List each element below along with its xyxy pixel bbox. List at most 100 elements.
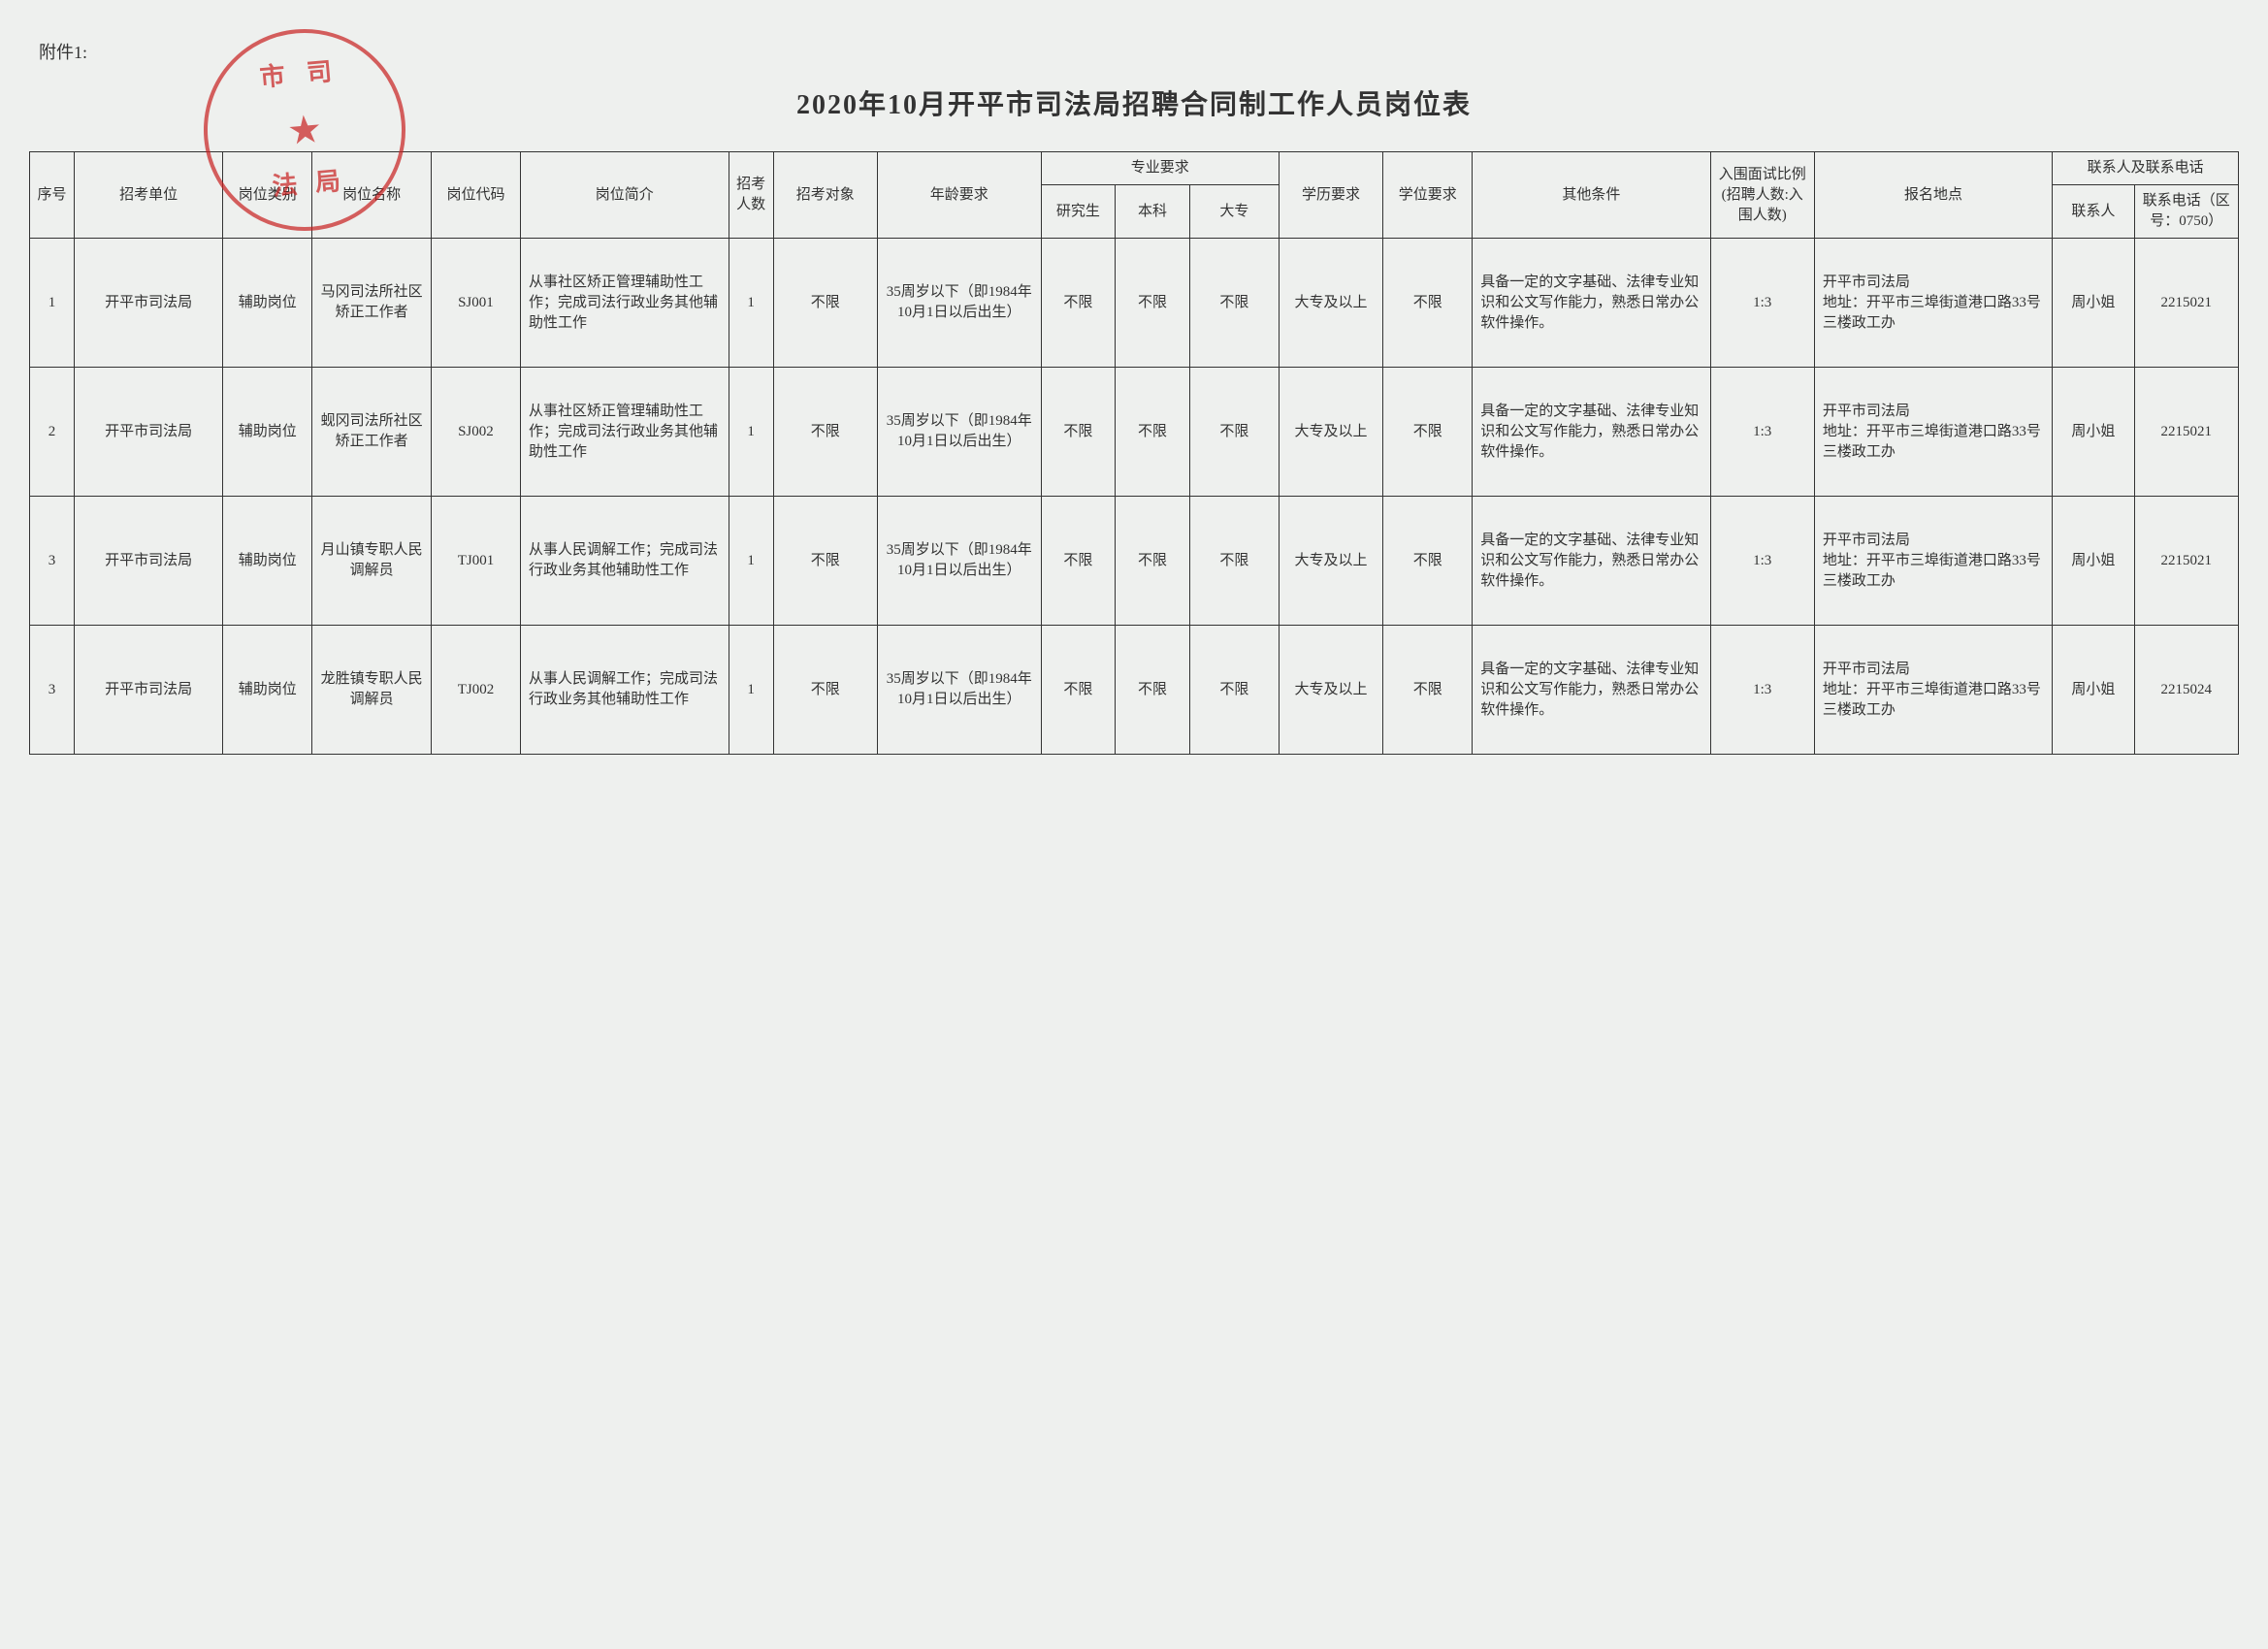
table-header: 序号 招考单位 岗位类别 岗位名称 岗位代码 岗位简介 招考人数 招考对象 年龄… [30, 152, 2239, 239]
th-category: 岗位类别 [223, 152, 312, 239]
cell-post-desc: 从事社区矫正管理辅助性工作；完成司法行政业务其他辅助性工作 [520, 239, 729, 368]
th-major-group: 专业要求 [1041, 152, 1279, 185]
cell-num: 1 [729, 626, 773, 755]
th-degree: 学位要求 [1383, 152, 1473, 239]
cell-associate: 不限 [1189, 626, 1279, 755]
document-title: 2020年10月开平市司法局招聘合同制工作人员岗位表 [29, 83, 2239, 122]
cell-post-desc: 从事社区矫正管理辅助性工作；完成司法行政业务其他辅助性工作 [520, 368, 729, 497]
th-num: 招考人数 [729, 152, 773, 239]
cell-bachelor: 不限 [1116, 368, 1190, 497]
positions-table: 序号 招考单位 岗位类别 岗位名称 岗位代码 岗位简介 招考人数 招考对象 年龄… [29, 151, 2239, 755]
cell-degree: 不限 [1383, 497, 1473, 626]
cell-other: 具备一定的文字基础、法律专业知识和公文写作能力，熟悉日常办公软件操作。 [1473, 368, 1710, 497]
cell-edu: 大专及以上 [1279, 626, 1382, 755]
th-other: 其他条件 [1473, 152, 1710, 239]
cell-object: 不限 [773, 239, 877, 368]
cell-category: 辅助岗位 [223, 497, 312, 626]
cell-category: 辅助岗位 [223, 626, 312, 755]
cell-post-code: TJ001 [431, 497, 520, 626]
cell-unit: 开平市司法局 [74, 626, 222, 755]
cell-grad: 不限 [1041, 626, 1116, 755]
cell-associate: 不限 [1189, 239, 1279, 368]
cell-post-code: SJ001 [431, 239, 520, 368]
th-unit: 招考单位 [74, 152, 222, 239]
cell-other: 具备一定的文字基础、法律专业知识和公文写作能力，熟悉日常办公软件操作。 [1473, 239, 1710, 368]
cell-post-name: 马冈司法所社区矫正工作者 [312, 239, 432, 368]
cell-bachelor: 不限 [1116, 497, 1190, 626]
cell-num: 1 [729, 239, 773, 368]
cell-location: 开平市司法局地址：开平市三埠街道港口路33号三楼政工办 [1814, 239, 2052, 368]
cell-age: 35周岁以下（即1984年10月1日以后出生） [877, 368, 1041, 497]
cell-location: 开平市司法局地址：开平市三埠街道港口路33号三楼政工办 [1814, 497, 2052, 626]
cell-degree: 不限 [1383, 239, 1473, 368]
cell-contact-tel: 2215021 [2134, 368, 2238, 497]
cell-edu: 大专及以上 [1279, 239, 1382, 368]
th-age: 年龄要求 [877, 152, 1041, 239]
cell-contact-tel: 2215021 [2134, 239, 2238, 368]
cell-seq: 3 [30, 497, 75, 626]
cell-age: 35周岁以下（即1984年10月1日以后出生） [877, 497, 1041, 626]
cell-grad: 不限 [1041, 368, 1116, 497]
cell-location: 开平市司法局地址：开平市三埠街道港口路33号三楼政工办 [1814, 626, 2052, 755]
cell-ratio: 1:3 [1710, 239, 1814, 368]
document-page: 附件1: 市 司 ★ 法 局 2020年10月开平市司法局招聘合同制工作人员岗位… [29, 39, 2239, 755]
annex-label: 附件1: [39, 39, 2239, 64]
cell-category: 辅助岗位 [223, 239, 312, 368]
cell-age: 35周岁以下（即1984年10月1日以后出生） [877, 239, 1041, 368]
th-bachelor: 本科 [1116, 185, 1190, 239]
cell-ratio: 1:3 [1710, 626, 1814, 755]
cell-edu: 大专及以上 [1279, 368, 1382, 497]
cell-ratio: 1:3 [1710, 497, 1814, 626]
table-row: 1开平市司法局辅助岗位马冈司法所社区矫正工作者SJ001从事社区矫正管理辅助性工… [30, 239, 2239, 368]
table-body: 1开平市司法局辅助岗位马冈司法所社区矫正工作者SJ001从事社区矫正管理辅助性工… [30, 239, 2239, 755]
cell-post-code: TJ002 [431, 626, 520, 755]
cell-unit: 开平市司法局 [74, 239, 222, 368]
cell-grad: 不限 [1041, 239, 1116, 368]
cell-post-name: 龙胜镇专职人民调解员 [312, 626, 432, 755]
cell-num: 1 [729, 497, 773, 626]
cell-other: 具备一定的文字基础、法律专业知识和公文写作能力，熟悉日常办公软件操作。 [1473, 497, 1710, 626]
cell-associate: 不限 [1189, 497, 1279, 626]
cell-contact-person: 周小姐 [2053, 239, 2134, 368]
th-ratio: 入围面试比例(招聘人数:入围人数) [1710, 152, 1814, 239]
cell-contact-person: 周小姐 [2053, 368, 2134, 497]
cell-category: 辅助岗位 [223, 368, 312, 497]
cell-post-code: SJ002 [431, 368, 520, 497]
cell-object: 不限 [773, 626, 877, 755]
cell-ratio: 1:3 [1710, 368, 1814, 497]
cell-object: 不限 [773, 368, 877, 497]
cell-contact-person: 周小姐 [2053, 626, 2134, 755]
th-edu: 学历要求 [1279, 152, 1382, 239]
cell-object: 不限 [773, 497, 877, 626]
cell-contact-tel: 2215024 [2134, 626, 2238, 755]
cell-seq: 3 [30, 626, 75, 755]
cell-age: 35周岁以下（即1984年10月1日以后出生） [877, 626, 1041, 755]
cell-seq: 2 [30, 368, 75, 497]
cell-bachelor: 不限 [1116, 626, 1190, 755]
cell-bachelor: 不限 [1116, 239, 1190, 368]
cell-edu: 大专及以上 [1279, 497, 1382, 626]
th-contact-tel: 联系电话（区号：0750） [2134, 185, 2238, 239]
cell-post-name: 蚬冈司法所社区矫正工作者 [312, 368, 432, 497]
th-grad: 研究生 [1041, 185, 1116, 239]
th-contact-group: 联系人及联系电话 [2053, 152, 2239, 185]
cell-associate: 不限 [1189, 368, 1279, 497]
cell-post-desc: 从事人民调解工作；完成司法行政业务其他辅助性工作 [520, 626, 729, 755]
th-contact-person: 联系人 [2053, 185, 2134, 239]
th-seq: 序号 [30, 152, 75, 239]
table-row: 2开平市司法局辅助岗位蚬冈司法所社区矫正工作者SJ002从事社区矫正管理辅助性工… [30, 368, 2239, 497]
table-row: 3开平市司法局辅助岗位龙胜镇专职人民调解员TJ002从事人民调解工作；完成司法行… [30, 626, 2239, 755]
th-post-code: 岗位代码 [431, 152, 520, 239]
cell-grad: 不限 [1041, 497, 1116, 626]
cell-degree: 不限 [1383, 626, 1473, 755]
cell-unit: 开平市司法局 [74, 497, 222, 626]
th-associate: 大专 [1189, 185, 1279, 239]
cell-contact-tel: 2215021 [2134, 497, 2238, 626]
table-row: 3开平市司法局辅助岗位月山镇专职人民调解员TJ001从事人民调解工作；完成司法行… [30, 497, 2239, 626]
cell-unit: 开平市司法局 [74, 368, 222, 497]
th-location: 报名地点 [1814, 152, 2052, 239]
cell-seq: 1 [30, 239, 75, 368]
th-post-name: 岗位名称 [312, 152, 432, 239]
th-object: 招考对象 [773, 152, 877, 239]
cell-other: 具备一定的文字基础、法律专业知识和公文写作能力，熟悉日常办公软件操作。 [1473, 626, 1710, 755]
